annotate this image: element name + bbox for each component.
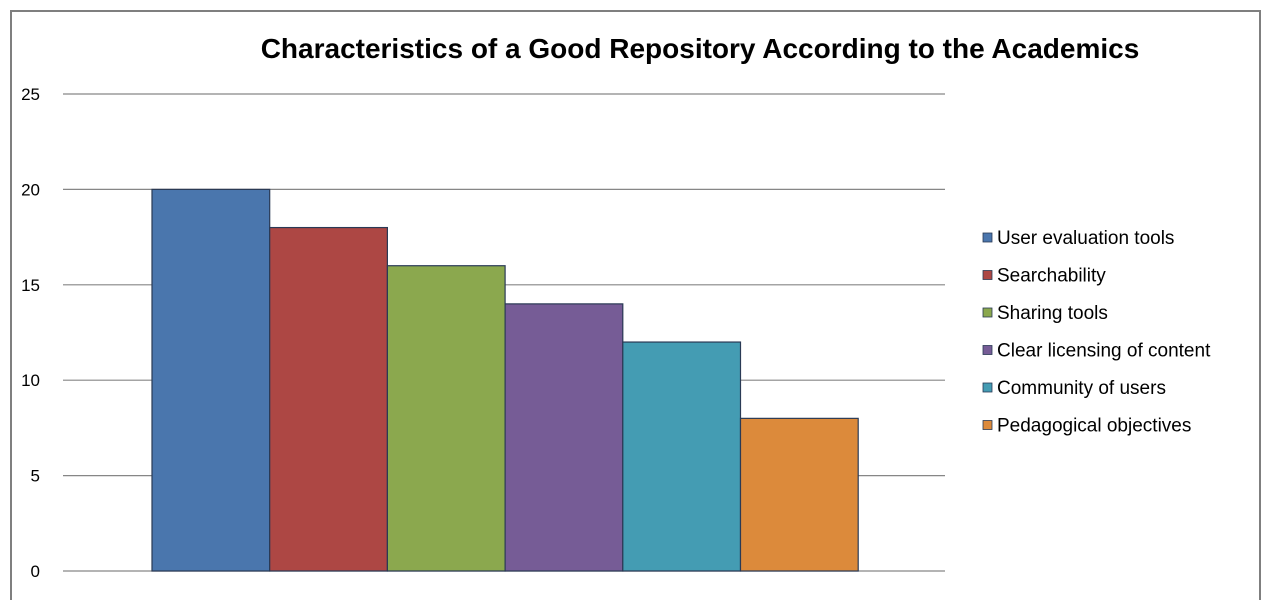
legend-label: User evaluation tools [997,228,1174,249]
legend-label: Pedagogical objectives [997,416,1191,437]
legend-swatch [982,232,993,243]
bar-clear-licensing-of-content [504,303,624,572]
chart: Characteristics of a Good Repository Acc… [21,33,1211,581]
legend-swatch [982,270,993,280]
legend-swatch [982,420,993,430]
y-tick-label: 10 [21,371,40,390]
legend-label: Community of users [997,378,1166,399]
legend: User evaluation tools Searchability Sharin… [982,228,1211,437]
bar-user-evaluation-tools [151,188,271,572]
bar-searchability [269,226,389,572]
y-tick-label: 0 [31,562,40,581]
legend-swatch [982,307,993,318]
y-tick-label: 20 [21,180,40,199]
chart-title: Characteristics of a Good Repository Acc… [261,33,1140,64]
y-tick-label: 5 [31,467,40,486]
bar-sharing-tools [386,265,506,572]
bar-community-of-users [622,341,742,572]
legend-swatch [982,345,993,355]
legend-label: Sharing tools [997,303,1108,324]
y-tick-label: 15 [21,276,40,295]
bars [151,188,859,572]
legend-label: Searchability [997,266,1106,287]
legend-label: Clear licensing of content [997,341,1211,362]
legend-swatch [982,382,993,393]
y-tick-label: 25 [21,85,40,104]
y-axis-ticks: 0 5 10 15 20 25 [21,85,40,581]
bar-pedagogical-objectives [739,417,859,572]
